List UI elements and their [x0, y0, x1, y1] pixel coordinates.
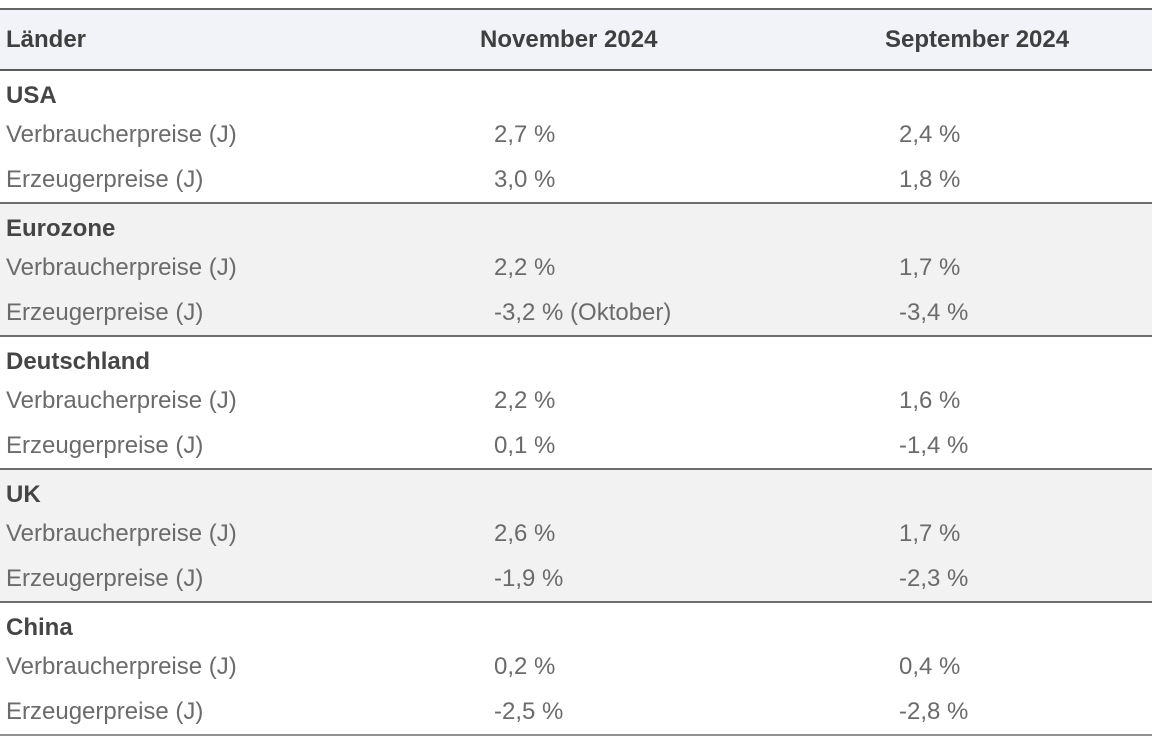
- header-november-2024: November 2024: [480, 25, 658, 53]
- value-september: 0,4 %: [899, 652, 961, 680]
- section-china: China Verbraucherpreise (J) 0,2 % 0,4 % …: [0, 603, 1152, 734]
- table-row: Erzeugerpreise (J) 0,1 % -1,4 %: [0, 423, 1152, 468]
- metric-label: Verbraucherpreise (J): [6, 120, 237, 148]
- header-september-2024: September 2024: [885, 25, 1070, 53]
- section-usa: USA Verbraucherpreise (J) 2,7 % 2,4 % Er…: [0, 71, 1152, 204]
- table-row: Eurozone: [0, 204, 1152, 245]
- value-november: 3,0 %: [494, 165, 556, 193]
- metric-label: Erzeugerpreise (J): [6, 298, 204, 326]
- section-uk: UK Verbraucherpreise (J) 2,6 % 1,7 % Erz…: [0, 470, 1152, 603]
- metric-label: Erzeugerpreise (J): [6, 697, 204, 725]
- country-name: Eurozone: [6, 215, 116, 242]
- section-deutschland: Deutschland Verbraucherpreise (J) 2,2 % …: [0, 337, 1152, 470]
- value-november: 0,2 %: [494, 652, 556, 680]
- value-november: 2,7 %: [494, 120, 556, 148]
- table-row: Verbraucherpreise (J) 2,7 % 2,4 %: [0, 112, 1152, 157]
- metric-label: Erzeugerpreise (J): [6, 165, 204, 193]
- value-november: 2,6 %: [494, 519, 556, 547]
- table-row: UK: [0, 470, 1152, 511]
- header-laender: Länder: [6, 25, 87, 53]
- table-row: Deutschland: [0, 337, 1152, 378]
- table-row: USA: [0, 71, 1152, 112]
- metric-label: Verbraucherpreise (J): [6, 386, 237, 414]
- inflation-table: Länder November 2024 September 2024 USA …: [0, 8, 1152, 736]
- table-row: China: [0, 603, 1152, 644]
- metric-label: Verbraucherpreise (J): [6, 253, 237, 281]
- country-name: China: [6, 614, 73, 641]
- country-name: UK: [6, 481, 41, 508]
- table-row: Verbraucherpreise (J) 0,2 % 0,4 %: [0, 644, 1152, 689]
- country-name: USA: [6, 82, 57, 109]
- value-september: -2,8 %: [899, 697, 969, 725]
- table-row: Verbraucherpreise (J) 2,6 % 1,7 %: [0, 511, 1152, 556]
- metric-label: Verbraucherpreise (J): [6, 652, 237, 680]
- value-november: 2,2 %: [494, 253, 556, 281]
- value-november: -1,9 %: [494, 564, 564, 592]
- table-row: Erzeugerpreise (J) -3,2 % (Oktober) -3,4…: [0, 290, 1152, 335]
- table-row: Erzeugerpreise (J) -2,5 % -2,8 %: [0, 689, 1152, 734]
- metric-label: Erzeugerpreise (J): [6, 564, 204, 592]
- value-september: 1,6 %: [899, 386, 961, 414]
- value-september: 1,7 %: [899, 253, 961, 281]
- value-november: 0,1 %: [494, 431, 556, 459]
- value-november: -2,5 %: [494, 697, 564, 725]
- table-row: Verbraucherpreise (J) 2,2 % 1,7 %: [0, 245, 1152, 290]
- metric-label: Verbraucherpreise (J): [6, 519, 237, 547]
- table-header-row: Länder November 2024 September 2024: [0, 10, 1152, 71]
- value-november: -3,2 % (Oktober): [494, 298, 672, 326]
- section-eurozone: Eurozone Verbraucherpreise (J) 2,2 % 1,7…: [0, 204, 1152, 337]
- value-september: -3,4 %: [899, 298, 969, 326]
- metric-label: Erzeugerpreise (J): [6, 431, 204, 459]
- value-september: 1,8 %: [899, 165, 961, 193]
- value-september: 2,4 %: [899, 120, 961, 148]
- value-september: -1,4 %: [899, 431, 969, 459]
- table-row: Erzeugerpreise (J) -1,9 % -2,3 %: [0, 556, 1152, 601]
- value-november: 2,2 %: [494, 386, 556, 414]
- table-row: Erzeugerpreise (J) 3,0 % 1,8 %: [0, 157, 1152, 202]
- value-september: -2,3 %: [899, 564, 969, 592]
- country-name: Deutschland: [6, 348, 151, 375]
- value-september: 1,7 %: [899, 519, 961, 547]
- table-row: Verbraucherpreise (J) 2,2 % 1,6 %: [0, 378, 1152, 423]
